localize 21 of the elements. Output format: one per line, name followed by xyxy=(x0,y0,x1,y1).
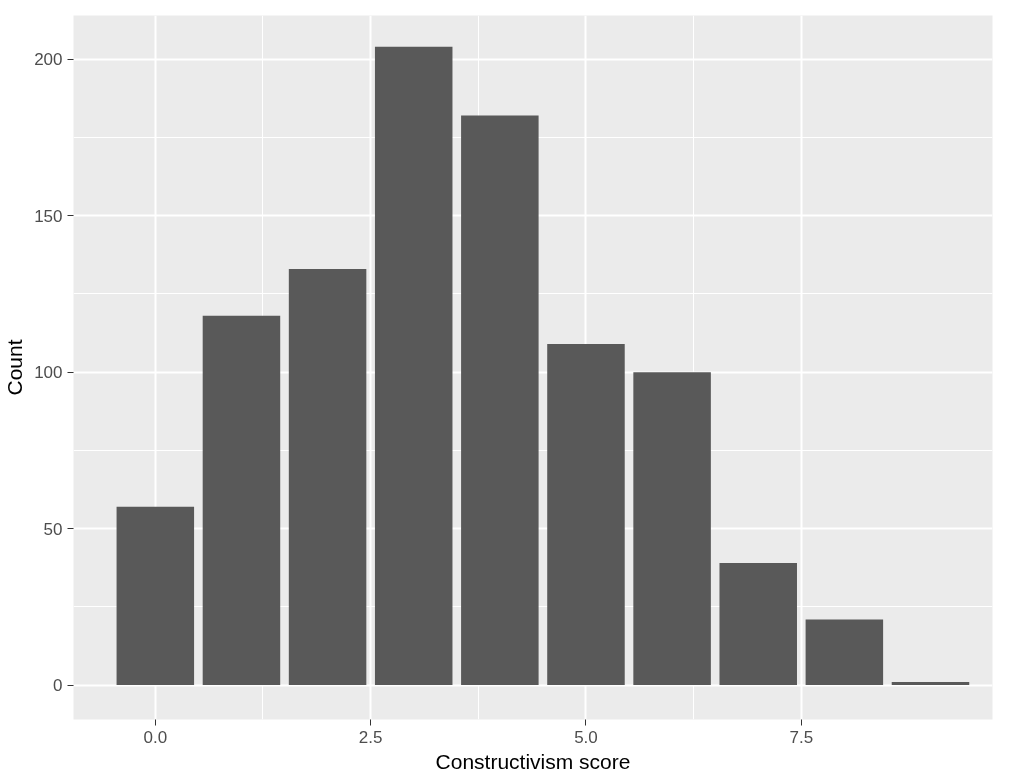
bar xyxy=(719,563,797,686)
x-tick-label: 7.5 xyxy=(789,727,814,747)
y-tick-label: 100 xyxy=(34,363,63,383)
bar xyxy=(116,506,195,686)
bar xyxy=(374,46,453,686)
x-tick-label: 0.0 xyxy=(143,727,168,747)
y-tick-label: 50 xyxy=(43,519,63,539)
bar xyxy=(461,115,539,686)
bar xyxy=(633,372,711,686)
bar xyxy=(805,619,884,686)
x-tick-label: 2.5 xyxy=(358,727,383,747)
bar xyxy=(547,344,625,686)
y-tick-label: 0 xyxy=(53,676,63,696)
y-tick-label: 200 xyxy=(34,50,63,70)
y-tick-label: 150 xyxy=(34,206,63,226)
x-axis-title: Constructivism score xyxy=(435,749,631,773)
bar xyxy=(891,681,970,686)
bar xyxy=(288,268,367,686)
bar xyxy=(202,315,281,686)
x-tick-label: 5.0 xyxy=(574,727,598,747)
y-axis-title: Count xyxy=(3,339,27,396)
